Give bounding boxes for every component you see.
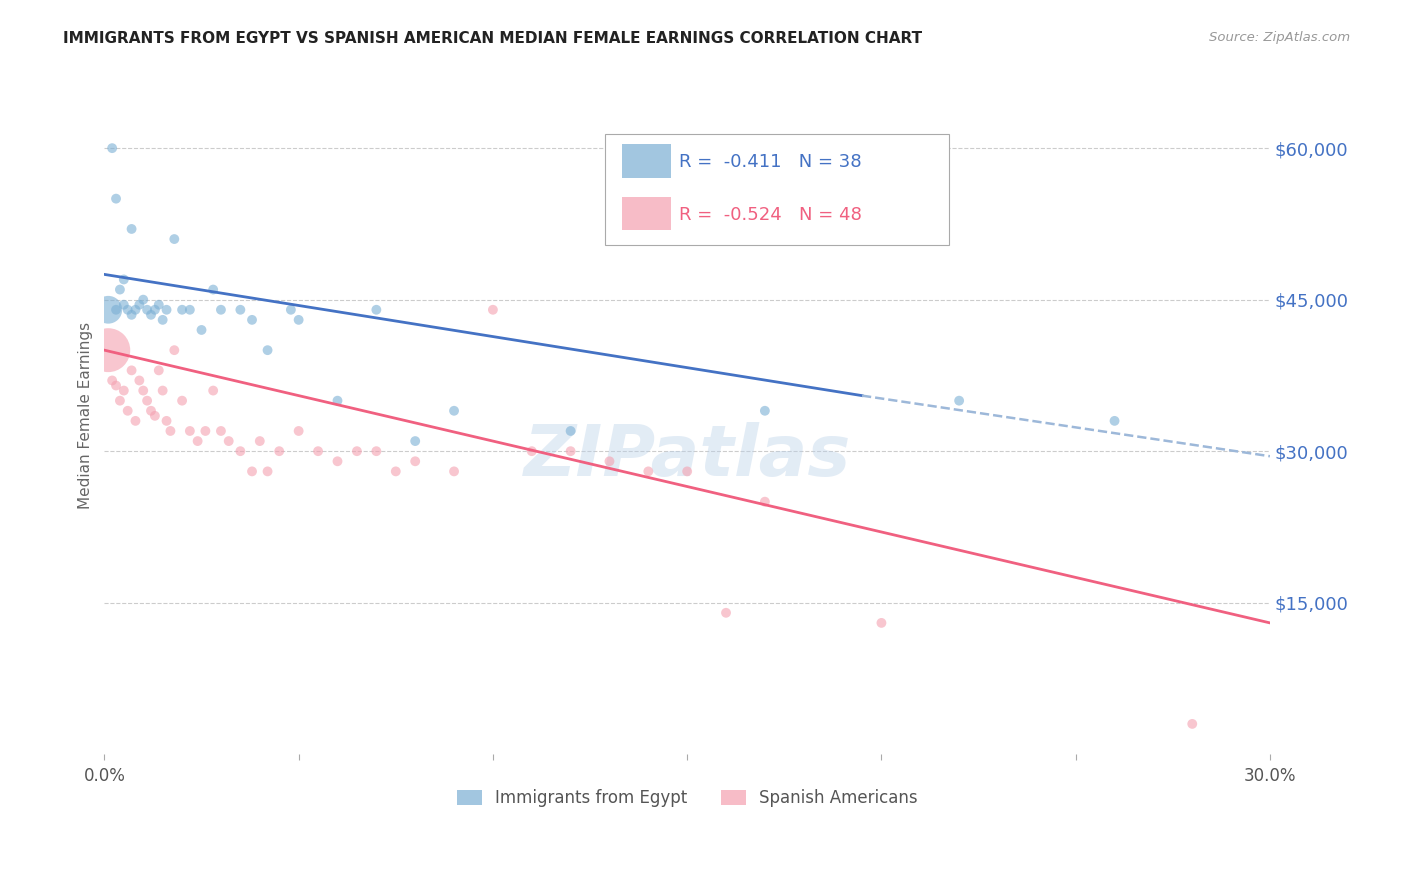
Point [366, 444, 388, 458]
Point [172, 302, 194, 317]
Text: Source: ZipAtlas.com: Source: ZipAtlas.com [1209, 31, 1350, 45]
Point [101, 141, 124, 155]
Point [121, 222, 143, 236]
Text: R =  -0.411   N = 38: R = -0.411 N = 38 [679, 153, 862, 171]
Point [112, 272, 135, 286]
Point [870, 615, 893, 630]
Point [366, 302, 388, 317]
Point [121, 308, 143, 322]
Point [209, 424, 232, 438]
Point [97, 302, 120, 317]
Point [97, 343, 120, 358]
Point [240, 464, 263, 478]
Point [190, 323, 212, 337]
Point [117, 302, 139, 317]
Point [139, 308, 162, 322]
Point [105, 192, 128, 206]
Point [124, 414, 146, 428]
Point [155, 302, 177, 317]
Point [194, 424, 217, 438]
Point [101, 374, 124, 388]
Point [179, 302, 201, 317]
Point [112, 298, 135, 312]
Point [676, 464, 699, 478]
Point [280, 302, 302, 317]
Point [598, 454, 620, 468]
Point [287, 313, 309, 327]
Point [326, 393, 349, 408]
Point [132, 293, 155, 307]
Text: R =  -0.524   N = 48: R = -0.524 N = 48 [679, 206, 862, 224]
Point [209, 302, 232, 317]
Point [152, 313, 174, 327]
Point [148, 298, 170, 312]
Legend: Immigrants from Egypt, Spanish Americans: Immigrants from Egypt, Spanish Americans [450, 782, 924, 814]
Point [124, 302, 146, 317]
Point [179, 424, 201, 438]
Point [136, 302, 159, 317]
Point [152, 384, 174, 398]
Point [143, 302, 166, 317]
Point [108, 283, 131, 297]
Point [105, 302, 128, 317]
Point [1104, 414, 1126, 428]
Text: ZIPatlas: ZIPatlas [523, 422, 851, 491]
Point [754, 494, 776, 508]
Point [218, 434, 240, 448]
Point [1181, 717, 1204, 731]
Point [443, 464, 465, 478]
Point [560, 444, 582, 458]
Point [139, 404, 162, 418]
Point [155, 414, 177, 428]
Point [202, 283, 225, 297]
Point [256, 343, 278, 358]
Point [187, 434, 209, 448]
Point [482, 302, 505, 317]
Text: IMMIGRANTS FROM EGYPT VS SPANISH AMERICAN MEDIAN FEMALE EARNINGS CORRELATION CHA: IMMIGRANTS FROM EGYPT VS SPANISH AMERICA… [63, 31, 922, 46]
Point [384, 464, 406, 478]
Point [326, 454, 349, 468]
Point [256, 464, 278, 478]
Point [121, 363, 143, 377]
Point [128, 374, 150, 388]
Point [714, 606, 737, 620]
Point [560, 424, 582, 438]
Point [269, 444, 291, 458]
Point [136, 393, 159, 408]
Point [202, 384, 225, 398]
Point [163, 343, 186, 358]
Point [229, 302, 252, 317]
Point [404, 434, 426, 448]
Point [112, 384, 135, 398]
Point [240, 313, 263, 327]
Point [637, 464, 659, 478]
Point [159, 424, 181, 438]
Point [249, 434, 271, 448]
Point [404, 454, 426, 468]
Y-axis label: Median Female Earnings: Median Female Earnings [79, 322, 93, 509]
Point [105, 378, 128, 392]
Point [117, 404, 139, 418]
Point [443, 404, 465, 418]
Point [307, 444, 329, 458]
Point [754, 404, 776, 418]
Point [128, 298, 150, 312]
Point [143, 409, 166, 423]
Point [163, 232, 186, 246]
Point [132, 384, 155, 398]
Point [287, 424, 309, 438]
Point [346, 444, 368, 458]
Point [948, 393, 970, 408]
Point [172, 393, 194, 408]
Point [148, 363, 170, 377]
Point [520, 444, 543, 458]
Point [229, 444, 252, 458]
Point [108, 393, 131, 408]
